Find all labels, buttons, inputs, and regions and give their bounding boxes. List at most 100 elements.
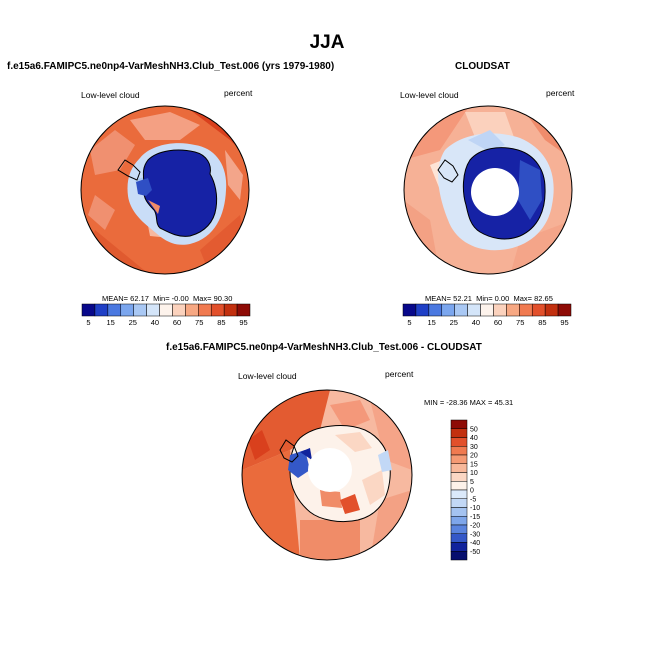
obs-colorbar-box (441, 303, 455, 317)
obs-colorbar-label: 40 (472, 318, 480, 327)
obs-colorbar-box (428, 303, 443, 317)
obs-min-value: 0.00 (494, 294, 510, 303)
obs-colorbar-box (506, 303, 520, 317)
model-colorbar-label: 95 (239, 318, 247, 327)
model-colorbar-box (133, 303, 147, 317)
difference-colorbar-box (450, 481, 468, 491)
model-max-value: 90.30 (213, 294, 233, 303)
model-colorbar-label: 75 (195, 318, 203, 327)
model-mean-label: MEAN= (102, 294, 129, 303)
difference-colorbar-label: 15 (470, 461, 478, 468)
difference-colorbar-box (450, 446, 468, 456)
model-colorbar: 5 15 25 40 60 75 85 95 (81, 303, 251, 327)
difference-variable-label: Low-level cloud (238, 371, 297, 381)
model-polar-map (80, 105, 250, 275)
model-stats: MEAN= 62.17 Min= -0.00 Max= 90.30 (102, 294, 232, 303)
difference-colorbar-box (450, 463, 468, 473)
difference-colorbar-label: 30 (470, 444, 478, 451)
difference-colorbar-box (450, 419, 468, 429)
difference-colorbar-label: 10 (470, 470, 478, 477)
model-min-label: Min= (153, 294, 170, 303)
model-colorbar-box (107, 303, 122, 317)
obs-mean-value: 52.21 (453, 294, 472, 303)
obs-colorbar-label: 95 (560, 318, 568, 327)
model-colorbar-label: 40 (151, 318, 159, 327)
difference-colorbar-box (450, 516, 468, 526)
difference-colorbar-label: 50 (470, 426, 478, 433)
obs-colorbar-label: 15 (427, 318, 435, 327)
obs-min-label: Min= (476, 294, 493, 303)
obs-colorbar-box (402, 303, 417, 317)
model-colorbar-box (94, 303, 109, 317)
model-colorbar-box (198, 303, 212, 317)
obs-colorbar-box (454, 303, 468, 317)
model-colorbar-box (120, 303, 134, 317)
difference-colorbar-box (450, 542, 468, 552)
obs-colorbar: 5 15 25 40 60 75 85 95 (402, 303, 572, 327)
obs-polar-map (403, 105, 573, 275)
obs-colorbar-box (531, 303, 546, 317)
obs-max-value: 82.65 (534, 294, 553, 303)
difference-colorbar-box (450, 507, 468, 517)
model-colorbar-box (223, 303, 238, 317)
obs-colorbar-box (493, 303, 507, 317)
obs-colorbar-label: 85 (538, 318, 546, 327)
difference-colorbar-box (450, 524, 468, 534)
difference-colorbar-label: 40 (470, 435, 478, 442)
obs-colorbar-box (557, 303, 572, 317)
difference-colorbar-label: -30 (470, 531, 480, 538)
difference-colorbar-box (450, 437, 468, 447)
model-colorbar-label: 5 (86, 318, 90, 327)
difference-colorbar-label: -5 (470, 496, 476, 503)
figure-title: JJA (309, 32, 345, 53)
model-colorbar-label: 25 (129, 318, 137, 327)
model-variable-label: Low-level cloud (81, 90, 140, 100)
difference-colorbar-label: 20 (470, 453, 478, 460)
obs-variable-label: Low-level cloud (400, 90, 459, 100)
difference-colorbar-box (450, 428, 468, 438)
model-mean-value: 62.17 (130, 294, 149, 303)
obs-colorbar-box (544, 303, 559, 317)
difference-colorbar-label: -40 (470, 540, 480, 547)
difference-polar-map (241, 389, 413, 561)
model-colorbar-box (172, 303, 186, 317)
obs-stats: MEAN= 52.21 Min= 0.00 Max= 82.65 (425, 294, 553, 303)
model-min-value: -0.00 (171, 294, 189, 303)
difference-colorbar-label: -10 (470, 505, 480, 512)
model-max-label: Max= (192, 294, 212, 303)
obs-units-label: percent (546, 88, 575, 98)
obs-mean-label: MEAN= (425, 294, 452, 303)
model-colorbar-box (159, 303, 173, 317)
difference-colorbar-label: -50 (470, 549, 480, 556)
model-colorbar-box (146, 303, 160, 317)
obs-colorbar-box (519, 303, 533, 317)
difference-colorbar-box (450, 498, 468, 508)
obs-colorbar-box (415, 303, 430, 317)
difference-colorbar-label: -20 (470, 523, 480, 530)
difference-colorbar-box (450, 472, 468, 482)
model-colorbar-box (81, 303, 96, 317)
obs-panel-title: CLOUDSAT (455, 61, 510, 72)
obs-colorbar-label: 5 (407, 318, 411, 327)
difference-panel-title: f.e15a6.FAMIPC5.ne0np4-VarMeshNH3.Club_T… (166, 342, 482, 353)
model-colorbar-box (210, 303, 225, 317)
obs-colorbar-box (480, 303, 494, 317)
difference-colorbar-box (450, 454, 468, 464)
difference-colorbar-box (450, 533, 468, 543)
model-panel-title: f.e15a6.FAMIPC5.ne0np4-VarMeshNH3.Club_T… (7, 61, 335, 72)
difference-colorbar-box (450, 489, 468, 499)
obs-colorbar-label: 75 (516, 318, 524, 327)
model-units-label: percent (224, 88, 253, 98)
difference-colorbar-label: 5 (470, 479, 474, 486)
obs-max-label: Max= (513, 294, 533, 303)
difference-colorbar-box (450, 551, 468, 561)
model-colorbar-box (185, 303, 199, 317)
model-colorbar-label: 15 (106, 318, 114, 327)
obs-colorbar-label: 25 (450, 318, 458, 327)
model-colorbar-label: 85 (217, 318, 225, 327)
obs-colorbar-label: 60 (494, 318, 502, 327)
model-colorbar-label: 60 (173, 318, 181, 327)
model-colorbar-box (236, 303, 251, 317)
